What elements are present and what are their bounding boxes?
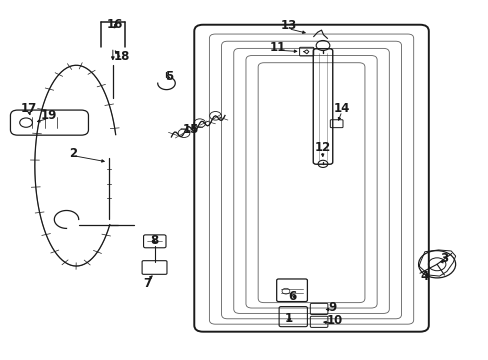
Text: 8: 8: [150, 234, 158, 247]
Text: 2: 2: [69, 147, 77, 159]
Text: 15: 15: [183, 123, 199, 136]
Text: 4: 4: [420, 270, 428, 283]
Text: 19: 19: [40, 109, 57, 122]
Text: 9: 9: [327, 301, 336, 314]
Text: 14: 14: [333, 102, 349, 115]
Text: 16: 16: [107, 18, 123, 31]
Text: 1: 1: [284, 311, 292, 325]
Text: 3: 3: [440, 252, 447, 265]
Text: 17: 17: [21, 102, 37, 115]
Text: 5: 5: [164, 69, 173, 82]
Text: 6: 6: [287, 290, 296, 303]
Text: 18: 18: [113, 50, 129, 63]
Text: 13: 13: [280, 19, 296, 32]
Text: 12: 12: [314, 141, 330, 154]
Text: 11: 11: [269, 41, 285, 54]
Text: 7: 7: [142, 278, 151, 291]
Text: 10: 10: [326, 314, 342, 327]
